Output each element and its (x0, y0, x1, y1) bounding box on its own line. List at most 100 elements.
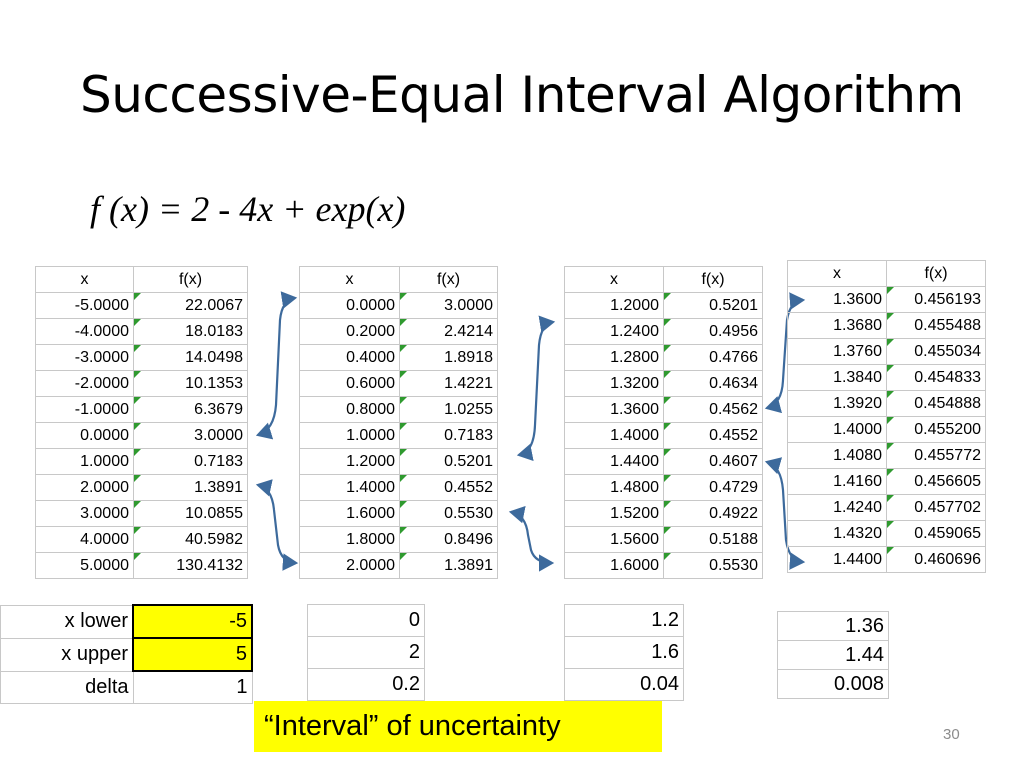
x-cell: 1.4400 (564, 448, 664, 475)
param-row: 0.2 (307, 668, 425, 701)
header-row: x f(x) (564, 266, 763, 293)
fx-cell: 0.457702 (886, 494, 986, 521)
fx-cell: 18.0183 (133, 318, 248, 345)
x-cell: 0.8000 (299, 396, 400, 423)
fx-cell: 0.456605 (886, 468, 986, 495)
table-row: 1.8000 0.8496 (299, 526, 498, 553)
x-cell: 1.4160 (787, 468, 887, 495)
x-cell: 1.2000 (299, 448, 400, 475)
param-value: 0.008 (777, 669, 889, 699)
table-row: 3.0000 10.0855 (35, 500, 248, 527)
x-cell: 1.3760 (787, 338, 887, 365)
param-row: 2 (307, 636, 425, 669)
fx-cell: 0.5201 (663, 292, 763, 319)
slide-title: Successive-Equal Interval Algorithm (80, 66, 964, 124)
param-value: 1 (132, 670, 253, 704)
param-table: 1.36 1.44 0.008 (777, 611, 889, 699)
fx-cell: 0.455488 (886, 312, 986, 339)
fx-cell: 0.7183 (133, 448, 248, 475)
table-row: 1.6000 0.5530 (299, 500, 498, 527)
fx-cell: 0.5530 (663, 552, 763, 579)
data-table: x f(x) 1.2000 0.5201 1.2400 0.4956 1.2800 0.476… (564, 266, 763, 579)
header-cell: x (35, 266, 134, 293)
fx-cell: 22.0067 (133, 292, 248, 319)
table-row: 1.4080 0.455772 (787, 442, 986, 469)
fx-cell: 0.5530 (399, 500, 498, 527)
x-cell: 1.3200 (564, 370, 664, 397)
param-row: 0.04 (564, 668, 684, 701)
x-cell: 1.6000 (299, 500, 400, 527)
table-row: 0.6000 1.4221 (299, 370, 498, 397)
header-cell: x (787, 260, 887, 287)
fx-cell: 0.455772 (886, 442, 986, 469)
x-cell: 1.4400 (787, 546, 887, 573)
data-table: x f(x) 0.0000 3.0000 0.2000 2.4214 0.4000 1.891… (299, 266, 498, 579)
header-cell: f(x) (663, 266, 763, 293)
param-label: x lower (0, 604, 134, 639)
table-row: 1.4800 0.4729 (564, 474, 763, 501)
fx-cell: 0.4552 (399, 474, 498, 501)
fx-cell: 0.4766 (663, 344, 763, 371)
x-cell: 0.0000 (35, 422, 134, 449)
table-row: 1.4000 0.455200 (787, 416, 986, 443)
param-value: 1.2 (564, 604, 684, 637)
table-row: -3.0000 14.0498 (35, 344, 248, 371)
table-row: 1.4400 0.460696 (787, 546, 986, 573)
table-row: 1.3680 0.455488 (787, 312, 986, 339)
fx-cell: 1.8918 (399, 344, 498, 371)
param-row: 0 (307, 604, 425, 637)
x-cell: 1.4800 (564, 474, 664, 501)
x-cell: 0.0000 (299, 292, 400, 319)
header-cell: x (564, 266, 664, 293)
x-cell: 1.3680 (787, 312, 887, 339)
table-row: -4.0000 18.0183 (35, 318, 248, 345)
x-cell: -2.0000 (35, 370, 134, 397)
x-cell: -5.0000 (35, 292, 134, 319)
x-cell: 1.5200 (564, 500, 664, 527)
arrow (255, 291, 298, 440)
param-value: 5 (132, 637, 253, 672)
formula: f (x) = 2 - 4x + exp(x) (90, 189, 406, 229)
table-row: 0.0000 3.0000 (299, 292, 498, 319)
table-row: 1.2800 0.4766 (564, 344, 763, 371)
fx-cell: 0.456193 (886, 286, 986, 313)
x-cell: 1.3920 (787, 390, 887, 417)
fx-cell: 14.0498 (133, 344, 248, 371)
x-cell: 1.4000 (299, 474, 400, 501)
x-cell: 3.0000 (35, 500, 134, 527)
header-cell: f(x) (886, 260, 986, 287)
table-row: 0.8000 1.0255 (299, 396, 498, 423)
fx-cell: 40.5982 (133, 526, 248, 553)
x-cell: 5.0000 (35, 552, 134, 579)
table-row: 4.0000 40.5982 (35, 526, 248, 553)
table-row: 1.5600 0.5188 (564, 526, 763, 553)
param-row: x lower -5 (0, 604, 253, 639)
page-number: 30 (943, 726, 960, 743)
table-row: 1.2400 0.4956 (564, 318, 763, 345)
fx-cell: 0.7183 (399, 422, 498, 449)
table-row: 1.4000 0.4552 (299, 474, 498, 501)
param-value: 2 (307, 636, 425, 669)
table-row: 1.4240 0.457702 (787, 494, 986, 521)
param-row: 1.6 (564, 636, 684, 669)
table-row: 1.3760 0.455034 (787, 338, 986, 365)
param-value: 1.36 (777, 611, 889, 641)
fx-cell: 0.459065 (886, 520, 986, 547)
table-row: 1.3840 0.454833 (787, 364, 986, 391)
param-row: delta 1 (0, 670, 253, 704)
table-row: 1.3600 0.456193 (787, 286, 986, 313)
param-row: 0.008 (777, 669, 889, 699)
callout: “Interval” of uncertainty (254, 701, 662, 752)
x-cell: 1.2800 (564, 344, 664, 371)
fx-cell: 0.460696 (886, 546, 986, 573)
table-row: 2.0000 1.3891 (299, 552, 498, 579)
x-cell: 1.3600 (787, 286, 887, 313)
table-row: 1.3920 0.454888 (787, 390, 986, 417)
table-row: 1.4000 0.4552 (564, 422, 763, 449)
x-cell: 1.4080 (787, 442, 887, 469)
table-row: -5.0000 22.0067 (35, 292, 248, 319)
x-cell: 1.0000 (299, 422, 400, 449)
x-cell: -3.0000 (35, 344, 134, 371)
fx-cell: 1.4221 (399, 370, 498, 397)
